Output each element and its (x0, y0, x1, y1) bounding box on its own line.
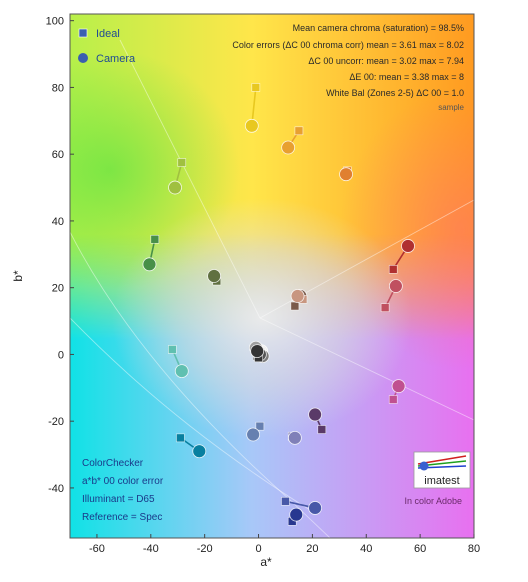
x-axis-label: a* (260, 555, 272, 569)
camera-marker (391, 379, 406, 394)
plot-background (70, 14, 474, 538)
stats-line: Mean camera chroma (saturation) = 98.5% (293, 23, 464, 33)
ideal-marker (380, 303, 390, 313)
x-tick-label: 0 (255, 543, 261, 555)
camera-marker (401, 239, 415, 253)
stats-line: ΔC 00 uncorr: mean = 3.02 max = 7.94 (308, 56, 464, 66)
footer-info: ColorChecker a*b* 00 color error Illumin… (82, 458, 462, 523)
x-tick-label: 20 (306, 543, 318, 555)
ideal-marker (290, 301, 300, 311)
y-tick-label: 40 (52, 216, 64, 228)
stats-block: Mean camera chroma (saturation) = 98.5% … (232, 23, 464, 112)
camera-marker (308, 501, 322, 515)
y-tick-label: 0 (58, 349, 64, 361)
camera-marker (281, 140, 296, 155)
y-axis-label: b* (11, 270, 25, 282)
x-tick-label: -40 (143, 543, 159, 555)
footer-line: a*b* 00 color error (82, 476, 164, 487)
legend-camera-marker (78, 53, 88, 63)
stats-line: Color errors (ΔC 00 chroma corr) mean = … (232, 40, 464, 50)
camera-marker (388, 279, 403, 293)
x-tick-label: 80 (468, 543, 480, 555)
camera-marker (168, 180, 182, 195)
camera-marker (250, 344, 265, 358)
x-tick-label: -60 (89, 543, 105, 555)
ideal-marker (255, 421, 265, 431)
y-tick-label: 80 (52, 82, 64, 94)
plot-frame (69, 13, 475, 539)
stats-note: sample (438, 103, 464, 112)
camera-marker (339, 167, 353, 182)
ideal-marker (281, 496, 290, 506)
camera-marker (308, 407, 322, 422)
legend-ideal-label: Ideal (96, 28, 120, 40)
y-tick-label: -40 (48, 483, 64, 495)
footer-line: ColorChecker (82, 458, 144, 469)
ideal-marker (251, 83, 261, 92)
camera-marker (287, 430, 302, 445)
y-tick-label: 100 (46, 16, 64, 28)
ideal-marker (317, 425, 327, 434)
camera-marker (174, 364, 189, 379)
imatest-logo: imatest (413, 451, 471, 489)
legend: Ideal Camera (78, 28, 136, 65)
ideal-marker (388, 395, 398, 404)
stats-line: White Bal (Zones 2-5) ΔC 00 = 1.0 (326, 88, 464, 98)
camera-marker (246, 427, 261, 442)
camera-marker (290, 289, 305, 303)
camera-marker (192, 444, 207, 459)
legend-ideal-marker (78, 28, 88, 38)
ideal-marker (150, 234, 160, 244)
footer-colorspace: In color Adobe (404, 496, 462, 506)
patch-markers (142, 83, 415, 526)
ideal-marker (388, 265, 398, 274)
axes: -60 -40 -20 0 20 40 60 80 -40 -20 0 20 40 60 80 100 (46, 16, 480, 555)
footer-line: Reference = Spec (82, 512, 162, 523)
ideal-marker (168, 345, 177, 354)
camera-marker (244, 118, 259, 133)
footer-line: Illuminant = D65 (82, 494, 155, 505)
stats-line: ΔE 00: mean = 3.38 max = 8 (349, 72, 464, 82)
ideal-marker (294, 126, 304, 136)
ideal-marker (177, 158, 187, 167)
y-tick-label: 60 (52, 149, 64, 161)
x-tick-label: -20 (197, 543, 213, 555)
y-tick-label: 20 (52, 283, 64, 295)
y-tick-label: -20 (48, 416, 64, 428)
camera-marker (289, 507, 304, 522)
x-tick-label: 40 (360, 543, 372, 555)
logo-text: imatest (424, 475, 459, 487)
camera-marker (142, 257, 157, 272)
x-tick-label: 60 (414, 543, 426, 555)
ideal-marker (176, 433, 185, 443)
legend-camera-label: Camera (96, 53, 136, 65)
camera-marker (207, 269, 221, 283)
